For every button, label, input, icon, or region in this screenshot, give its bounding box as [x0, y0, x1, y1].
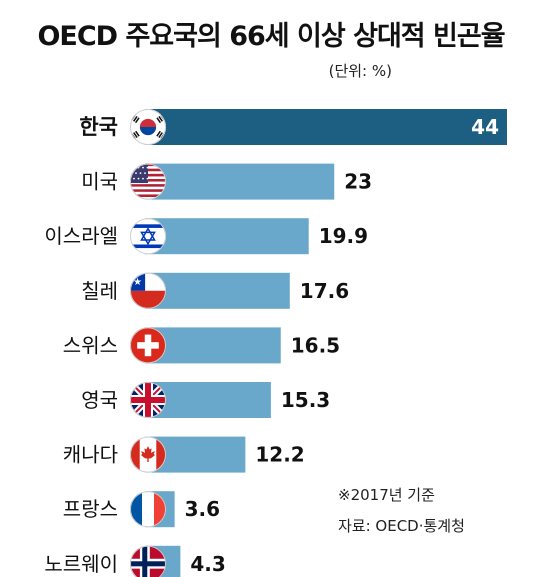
south-korea-flag-icon	[130, 109, 166, 145]
value-label: 16.5	[291, 333, 340, 357]
bar	[145, 109, 507, 145]
bar-row: 이스라엘 19.9	[44, 218, 368, 255]
value-label: 17.6	[300, 279, 349, 303]
norway-flag-icon	[130, 545, 166, 577]
category-label: 노르웨이	[44, 552, 118, 576]
bar-row: 노르웨이 4.3	[44, 545, 226, 577]
bar	[145, 218, 309, 255]
unit-label: (단위: %)	[328, 62, 392, 80]
usa-flag-icon	[130, 163, 166, 200]
bar-row: 프랑스 3.6	[63, 491, 220, 528]
bar	[145, 272, 290, 309]
value-label: 23	[344, 170, 372, 194]
base-year-note: ※2017년 기준	[338, 486, 435, 504]
chart-title: OECD 주요국의 66세 이상 상대적 빈곤율	[37, 21, 505, 52]
category-label: 캐나다	[63, 443, 118, 467]
source-note: 자료: OECD·통계청	[338, 517, 465, 535]
switzerland-flag-icon	[130, 327, 166, 364]
bar-row: 영국 15.3	[81, 382, 330, 418]
category-label: 스위스	[63, 333, 118, 357]
bar-row: 한국 44	[79, 109, 507, 145]
value-label: 44	[471, 115, 499, 139]
value-label: 3.6	[185, 497, 220, 521]
uk-flag-icon	[130, 382, 166, 418]
bar	[145, 327, 281, 364]
category-label: 칠레	[81, 279, 118, 303]
category-label: 영국	[81, 388, 118, 412]
category-label: 프랑스	[63, 497, 118, 521]
bar-row: 스위스 16.5	[63, 327, 340, 364]
canada-flag-icon	[130, 436, 166, 473]
category-label: 미국	[81, 170, 118, 194]
chile-flag-icon	[130, 272, 166, 309]
value-label: 19.9	[319, 224, 368, 248]
bar-row: 미국 23	[81, 163, 372, 200]
value-label: 12.2	[255, 443, 304, 467]
value-label: 15.3	[281, 388, 330, 412]
value-label: 4.3	[190, 552, 225, 576]
category-label: 한국	[79, 115, 118, 139]
bar	[145, 163, 335, 200]
france-flag-icon	[130, 491, 166, 528]
bar-row: 칠레 17.6	[81, 272, 349, 309]
israel-flag-icon	[130, 218, 166, 255]
bar-row: 캐나다 12.2	[63, 436, 305, 473]
category-label: 이스라엘	[44, 224, 118, 248]
